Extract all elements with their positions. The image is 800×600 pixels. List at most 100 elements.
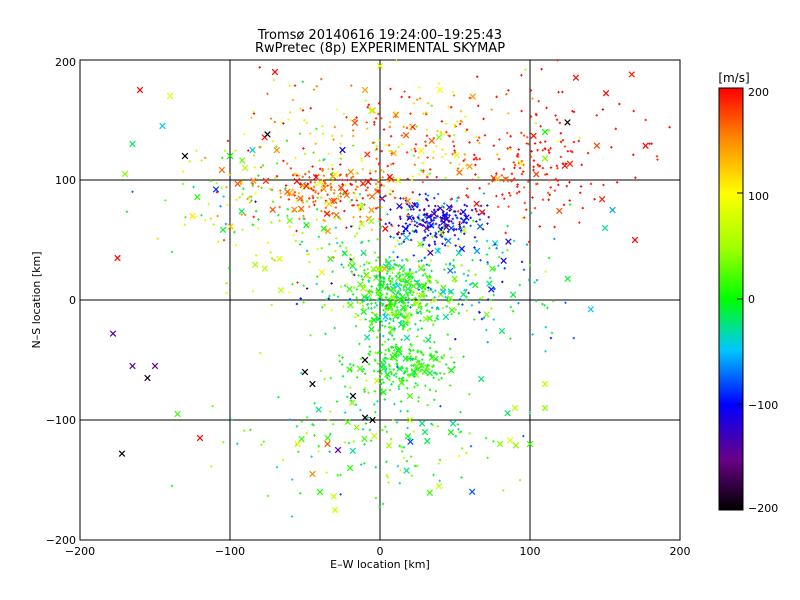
data-point <box>435 236 438 239</box>
data-point-cross <box>417 265 425 272</box>
data-point <box>475 239 478 243</box>
data-point <box>477 104 480 108</box>
data-point <box>324 332 327 336</box>
data-point <box>349 225 353 228</box>
data-point-cross <box>325 200 333 208</box>
data-point <box>310 455 313 458</box>
data-point <box>572 110 576 114</box>
data-point <box>405 151 409 154</box>
data-point-cross <box>447 267 454 274</box>
data-point-cross <box>144 374 151 382</box>
data-point <box>293 173 296 176</box>
data-point <box>335 241 339 245</box>
data-point <box>436 215 439 218</box>
data-point <box>414 322 417 326</box>
data-point <box>402 197 405 200</box>
data-point <box>363 284 366 287</box>
data-point <box>417 156 420 159</box>
data-point <box>354 188 358 191</box>
data-point <box>464 214 468 218</box>
data-point <box>525 208 528 211</box>
data-point <box>474 207 477 211</box>
data-point <box>409 289 413 292</box>
data-point <box>418 218 422 222</box>
data-point <box>380 387 384 391</box>
data-point-cross <box>250 177 257 184</box>
data-point <box>422 112 425 115</box>
data-point <box>304 172 307 176</box>
data-point <box>533 206 537 210</box>
data-point <box>489 298 492 302</box>
data-point <box>406 304 410 308</box>
data-point <box>329 410 332 413</box>
data-point <box>421 218 425 221</box>
data-point <box>424 192 427 196</box>
data-point <box>503 197 506 200</box>
data-point <box>416 280 419 283</box>
data-point <box>369 297 372 300</box>
data-point <box>565 184 569 188</box>
data-point-cross <box>478 209 486 216</box>
data-point <box>473 236 477 239</box>
data-point-cross <box>181 152 189 160</box>
data-point <box>417 288 421 291</box>
data-point <box>288 291 291 294</box>
data-point <box>378 164 381 167</box>
data-point-cross <box>194 193 201 201</box>
data-point-cross <box>602 89 610 97</box>
data-point <box>419 319 422 322</box>
data-point <box>184 216 187 219</box>
data-point <box>354 180 358 183</box>
data-point-cross <box>324 440 331 448</box>
data-point <box>323 377 326 381</box>
data-point <box>242 187 245 190</box>
data-point <box>525 243 529 246</box>
data-point <box>468 432 471 435</box>
data-point <box>405 196 408 200</box>
data-point <box>326 184 329 187</box>
data-point <box>410 148 413 151</box>
data-point <box>275 145 278 148</box>
data-point <box>448 290 451 293</box>
data-point <box>443 237 447 240</box>
data-point <box>330 309 334 312</box>
data-point <box>477 301 481 304</box>
data-point-cross <box>418 292 426 300</box>
data-point <box>421 358 424 361</box>
data-point-cross <box>219 226 227 234</box>
data-point-cross <box>317 179 324 186</box>
data-point <box>509 135 512 138</box>
data-point <box>506 131 509 135</box>
data-point <box>409 112 412 115</box>
data-point <box>478 157 481 161</box>
data-point-cross <box>402 131 410 139</box>
data-point <box>389 188 392 192</box>
data-point-cross <box>358 220 365 228</box>
data-point <box>495 95 498 99</box>
data-point <box>376 298 379 302</box>
data-point <box>568 199 571 202</box>
data-point <box>358 302 362 305</box>
data-point <box>444 263 448 266</box>
data-point <box>399 352 403 356</box>
data-point-cross <box>446 204 453 211</box>
data-point <box>469 224 472 227</box>
data-point-cross <box>460 226 467 234</box>
data-point <box>181 182 185 186</box>
data-point <box>311 165 314 168</box>
data-point <box>401 259 404 262</box>
data-point <box>436 314 439 317</box>
data-point <box>615 181 619 184</box>
data-point <box>331 422 335 426</box>
data-point <box>278 205 281 209</box>
data-point <box>384 222 387 226</box>
data-point <box>547 179 551 182</box>
data-point <box>486 262 489 266</box>
data-point <box>351 129 355 132</box>
data-point <box>381 378 384 381</box>
data-point <box>393 312 396 316</box>
data-point <box>420 292 423 295</box>
data-point <box>430 269 433 273</box>
data-point <box>335 237 338 240</box>
data-point <box>329 432 332 436</box>
